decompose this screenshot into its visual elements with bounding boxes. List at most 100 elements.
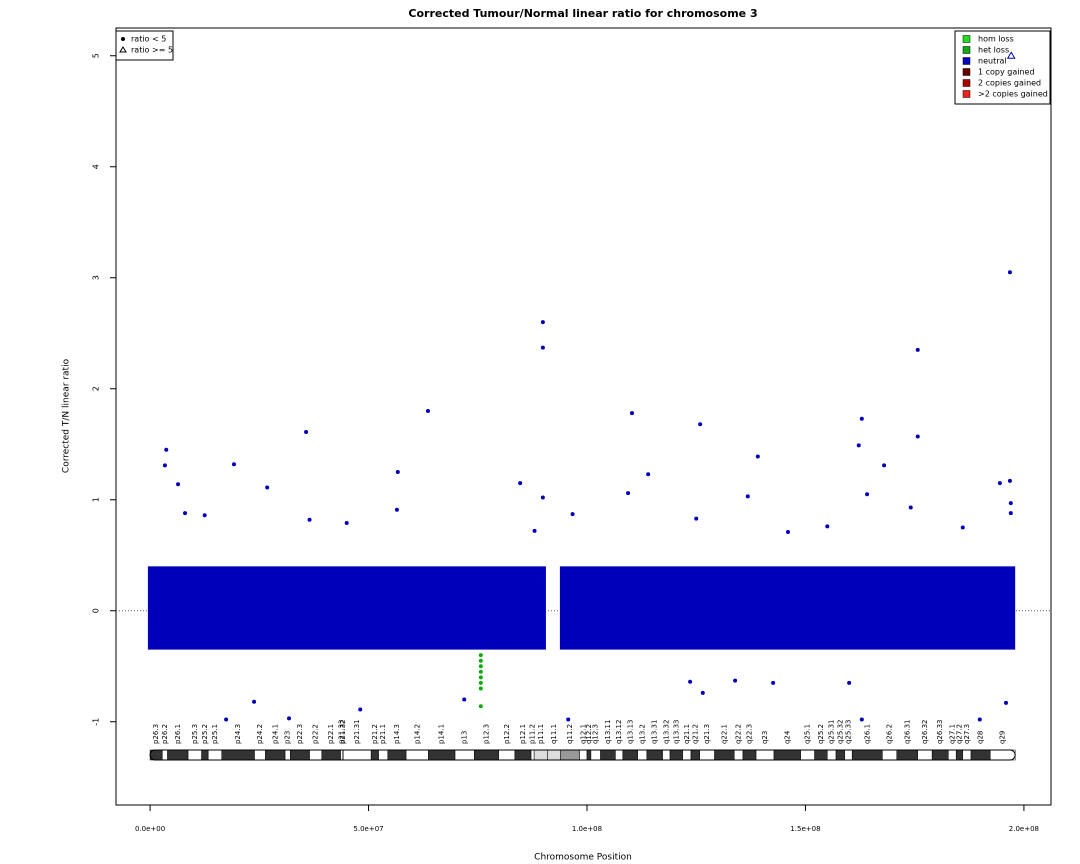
legend-swatch [962, 46, 971, 54]
band-label: q25.1 [804, 724, 812, 744]
legend-swatch [962, 90, 971, 98]
band-label: q25.31 [828, 720, 836, 744]
band-label: p14.3 [393, 724, 401, 744]
band-label: p14.2 [413, 724, 421, 744]
capped-point [1006, 51, 1016, 59]
point [646, 472, 651, 477]
legend-label: ratio < 5 [131, 35, 166, 44]
ideogram-band [560, 749, 580, 761]
band-label: p12.3 [483, 724, 491, 744]
y-tick-label: 5 [92, 53, 101, 58]
band-label: p24.1 [271, 724, 279, 744]
point [629, 411, 634, 416]
ideogram-band [637, 749, 648, 761]
dense-points [559, 566, 1016, 650]
ideogram-band [814, 749, 828, 761]
ideogram-band [387, 749, 407, 761]
ideogram-band [340, 749, 344, 761]
band-label: p22.1 [327, 724, 335, 744]
ideogram-band [827, 749, 837, 761]
band-label: q27.2 [955, 724, 963, 744]
band-label: q26.33 [936, 720, 944, 744]
ideogram-band [378, 749, 389, 761]
ideogram-band [962, 749, 972, 761]
legend-label: 1 copy gained [978, 68, 1035, 77]
ideogram-band [682, 749, 692, 761]
y-tick-label: 2 [92, 386, 101, 391]
band-label: p13 [461, 731, 469, 744]
point [518, 481, 523, 486]
ideogram-band [742, 749, 757, 761]
point [825, 524, 830, 529]
band-label: q26.31 [903, 720, 911, 744]
plot-frame [115, 27, 1052, 806]
ideogram-band [615, 749, 624, 761]
legend-symbol [119, 46, 127, 53]
band-label: p25.2 [201, 724, 209, 744]
band-label: p21.1 [379, 724, 387, 744]
point [183, 511, 188, 516]
band-label: p11.1 [537, 724, 545, 744]
band-label: p26.2 [161, 724, 169, 744]
band-label: p25.1 [211, 724, 219, 744]
point [566, 717, 571, 722]
ideogram-band [882, 749, 898, 761]
band-label: p21.31 [353, 720, 361, 744]
ideogram-band [970, 749, 991, 761]
point [1007, 270, 1012, 275]
ideogram-band [321, 749, 341, 761]
legend-swatch [962, 35, 971, 43]
x-axis-label: Chromosome Position [534, 853, 632, 863]
point [304, 430, 309, 435]
ideogram-band [290, 749, 310, 761]
point [287, 716, 292, 721]
point [856, 443, 861, 448]
ideogram-band [454, 749, 475, 761]
band-label: q12.1 [579, 724, 587, 744]
band-label: q22.1 [720, 724, 728, 744]
legend-label: >2 copies gained [978, 90, 1048, 99]
band-label: q22.2 [735, 724, 743, 744]
band-label: q11.1 [550, 724, 558, 744]
point [540, 345, 545, 350]
ideogram-band [622, 749, 638, 761]
point [1008, 511, 1013, 516]
point [997, 481, 1002, 486]
ideogram-band [370, 749, 379, 761]
band-label: q28 [977, 731, 985, 744]
ideogram-band [265, 749, 286, 761]
point [688, 679, 693, 684]
point [785, 529, 790, 534]
point [694, 516, 699, 521]
ideogram-band [800, 749, 815, 761]
point [478, 669, 483, 674]
point [570, 512, 575, 517]
x-tick-label: 5.0e+07 [353, 825, 383, 833]
point [478, 686, 483, 691]
ideogram-band [755, 749, 775, 761]
band-label: p24.3 [234, 724, 242, 744]
point [478, 664, 483, 669]
legend-label: het loss [978, 46, 1009, 55]
point [478, 658, 483, 663]
band-label: p23 [284, 731, 292, 744]
point [626, 491, 631, 496]
ideogram-band [498, 749, 516, 761]
band-label: p26.3 [152, 724, 160, 744]
ideogram-band [690, 749, 700, 761]
point [478, 704, 483, 709]
band-label: q25.32 [836, 720, 844, 744]
band-label: q26.1 [863, 724, 871, 744]
ideogram-band [530, 749, 535, 761]
point [478, 675, 483, 680]
y-tick-label: 3 [92, 275, 101, 280]
y-axis-label: Corrected T/N linear ratio [62, 358, 72, 473]
ideogram-band [646, 749, 663, 761]
point [859, 416, 864, 421]
legend-label: 2 copies gained [978, 79, 1041, 88]
chart-title: Corrected Tumour/Normal linear ratio for… [408, 7, 757, 20]
band-label: p22.2 [312, 724, 320, 744]
band-label: p22.3 [296, 724, 304, 744]
point [224, 717, 229, 722]
